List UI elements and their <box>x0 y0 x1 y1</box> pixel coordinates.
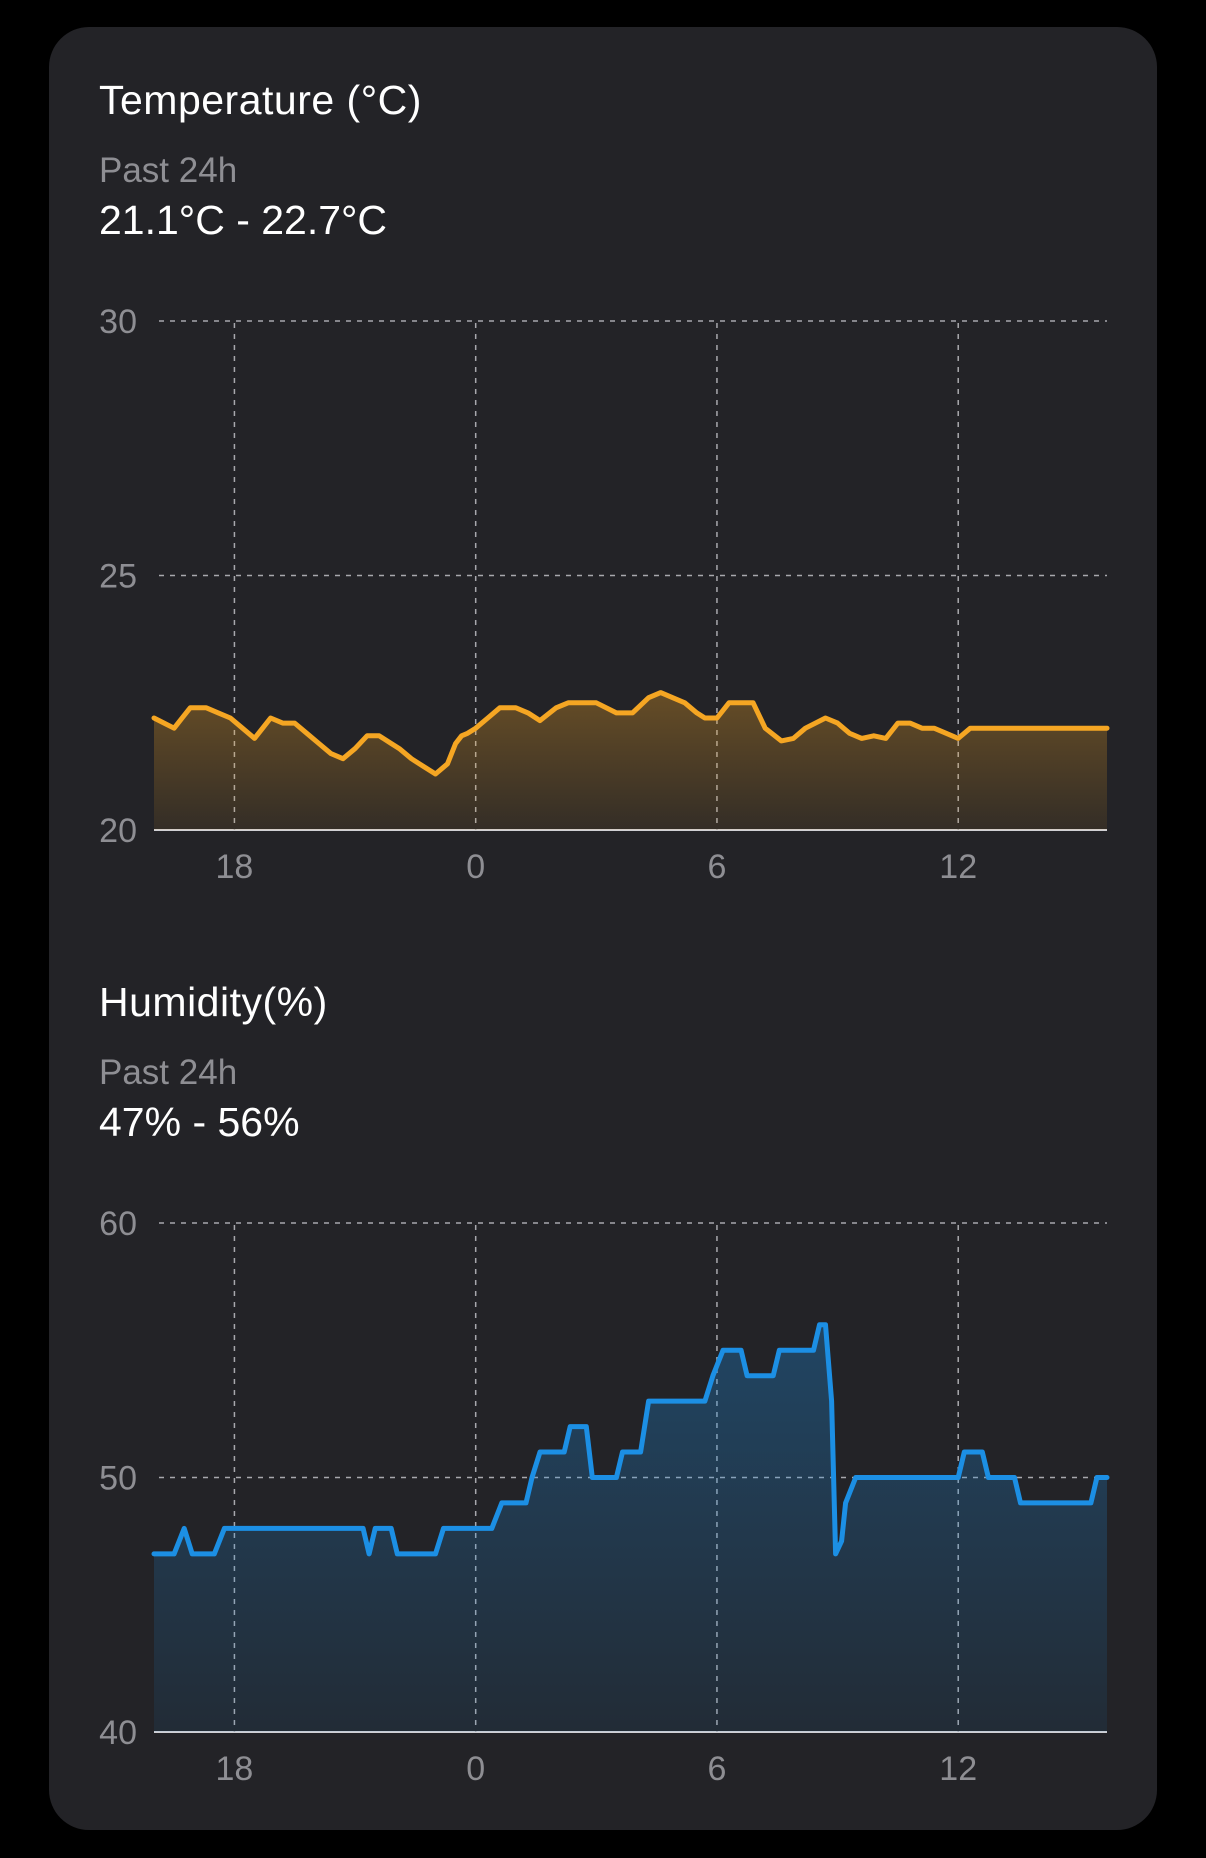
x-tick-label: 18 <box>216 848 254 886</box>
x-tick-label: 18 <box>216 1750 254 1788</box>
x-tick-label: 0 <box>466 848 485 886</box>
series-area <box>154 692 1107 830</box>
y-tick-label: 40 <box>99 1714 137 1752</box>
y-tick-label: 50 <box>99 1460 137 1498</box>
series-line <box>151 690 1110 777</box>
y-tick-label: 25 <box>99 558 137 596</box>
x-tick-label: 6 <box>707 1750 726 1788</box>
x-tick-label: 12 <box>939 848 977 886</box>
y-tick-label: 60 <box>99 1205 137 1243</box>
humidity-chart: 40 50 60 18 0 6 12 <box>99 1205 1110 1788</box>
humidity-period: Past 24h <box>99 1053 238 1092</box>
temperature-period: Past 24h <box>99 151 238 190</box>
sensor-history-card: Temperature (°C) Past 24h 21.1°C - 22.7°… <box>49 27 1157 1830</box>
temperature-chart: 20 25 30 18 0 6 12 <box>99 303 1110 886</box>
series-line <box>151 1322 1110 1557</box>
series-area <box>154 1324 1107 1732</box>
y-tick-label: 30 <box>99 303 137 341</box>
x-tick-label: 0 <box>466 1750 485 1788</box>
y-tick-label: 20 <box>99 812 137 850</box>
humidity-range: 47% - 56% <box>99 1099 300 1145</box>
x-tick-label: 6 <box>707 848 726 886</box>
humidity-title: Humidity(%) <box>99 979 328 1025</box>
x-tick-label: 12 <box>939 1750 977 1788</box>
temperature-range: 21.1°C - 22.7°C <box>99 197 388 243</box>
temperature-title: Temperature (°C) <box>99 77 422 123</box>
